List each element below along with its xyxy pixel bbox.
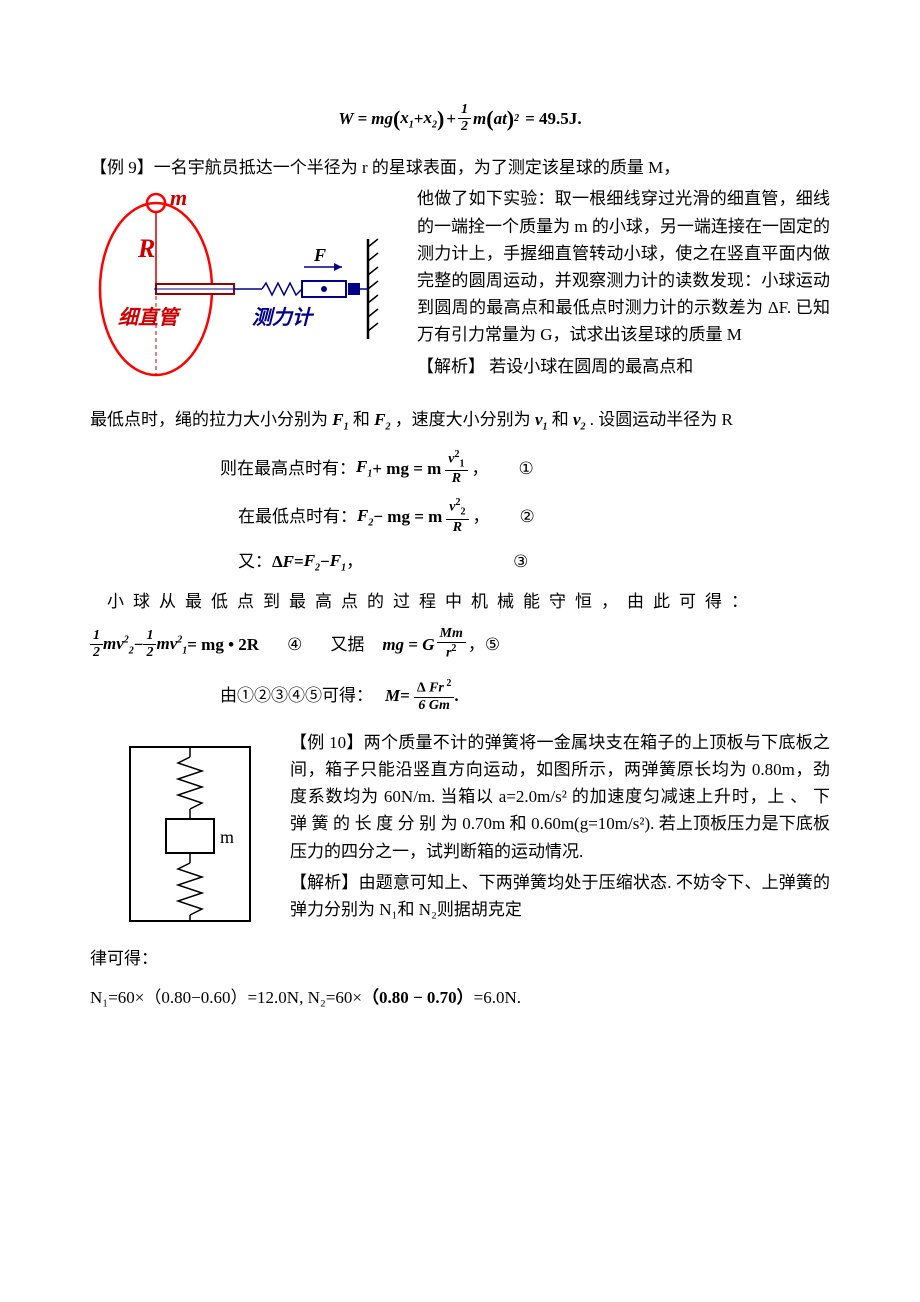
meter-dot (321, 286, 327, 292)
eq-mg: mg (371, 105, 393, 132)
ex9-label: 【例 9】 (90, 158, 154, 177)
circled-3: ③ (513, 548, 528, 575)
ex10-calc: N₁=60×（0.80−0.60）=12.0N, N₂=60×（0.80 − 0… (90, 984, 830, 1011)
eq-conservation: 12 mv22 − 12 mv21 = mg • 2R ④ 又据 mg = G … (90, 627, 830, 661)
ex9-title-line: 【例 9】一名宇航员抵达一个半径为 r 的星球表面，为了测定该星球的质量 M， (90, 154, 830, 181)
circled-5: ⑤ (485, 631, 500, 658)
F-label: F (313, 245, 326, 265)
m-label: m (170, 189, 187, 210)
equation-work: W = mg ( x1 + x2 ) + 1 2 m (at)2 = 49.5J… (90, 101, 830, 136)
eq-deltaF: 又： ΔF = F2 − F1 ， ③ (90, 547, 830, 576)
spring-top (178, 757, 202, 809)
diagram1-svg: m R (94, 189, 399, 384)
eq-final: 由①②③④⑤可得： M = Δ Fr 2 6 Gm . (90, 679, 830, 713)
spring-bottom (178, 863, 202, 915)
ex9-title: 一名宇航员抵达一个半径为 r 的星球表面，为了测定该星球的质量 M， (154, 158, 681, 177)
ex9-line2: 最低点时，绳的拉力大小分别为 F1 和 F2 ，速度大小分别为 v1 和 v2 … (90, 401, 830, 438)
spring (262, 283, 302, 295)
ex9-main: m R (90, 185, 830, 379)
meter-end (348, 283, 360, 295)
eq-W: W (338, 105, 353, 132)
conservation-line: 小球从最低点到最高点的过程中机械能守恒，由此可得： (90, 588, 830, 615)
eq-highpoint: 则在最高点时有： F1 + mg = m v21 R ， ① (90, 450, 830, 486)
ex10-tail: 律可得： (90, 945, 830, 972)
circled-1: ① (519, 455, 534, 482)
R-label: R (137, 234, 155, 263)
diagram2-svg: m (120, 739, 260, 929)
meter-label: 测力计 (252, 306, 315, 329)
frac-half: 1 2 (458, 103, 471, 134)
ex10-block: m 【例 10】两个质量不计的弹簧将一金属块支在箱子的上顶板与下底板之间，箱子只… (90, 729, 830, 923)
circled-2: ② (520, 503, 535, 530)
mass-label: m (220, 827, 234, 847)
diagram-spring-box: m (120, 739, 260, 937)
eq-lowpoint: 在最低点时有： F2 − mg = m v22 R ， ② (90, 498, 830, 534)
eq-eq: = (358, 105, 368, 132)
tube-label: 细直管 (118, 306, 182, 329)
diagram-circular-motion: m R (94, 189, 399, 392)
circled-4: ④ (287, 631, 302, 658)
mass-block (166, 819, 214, 853)
